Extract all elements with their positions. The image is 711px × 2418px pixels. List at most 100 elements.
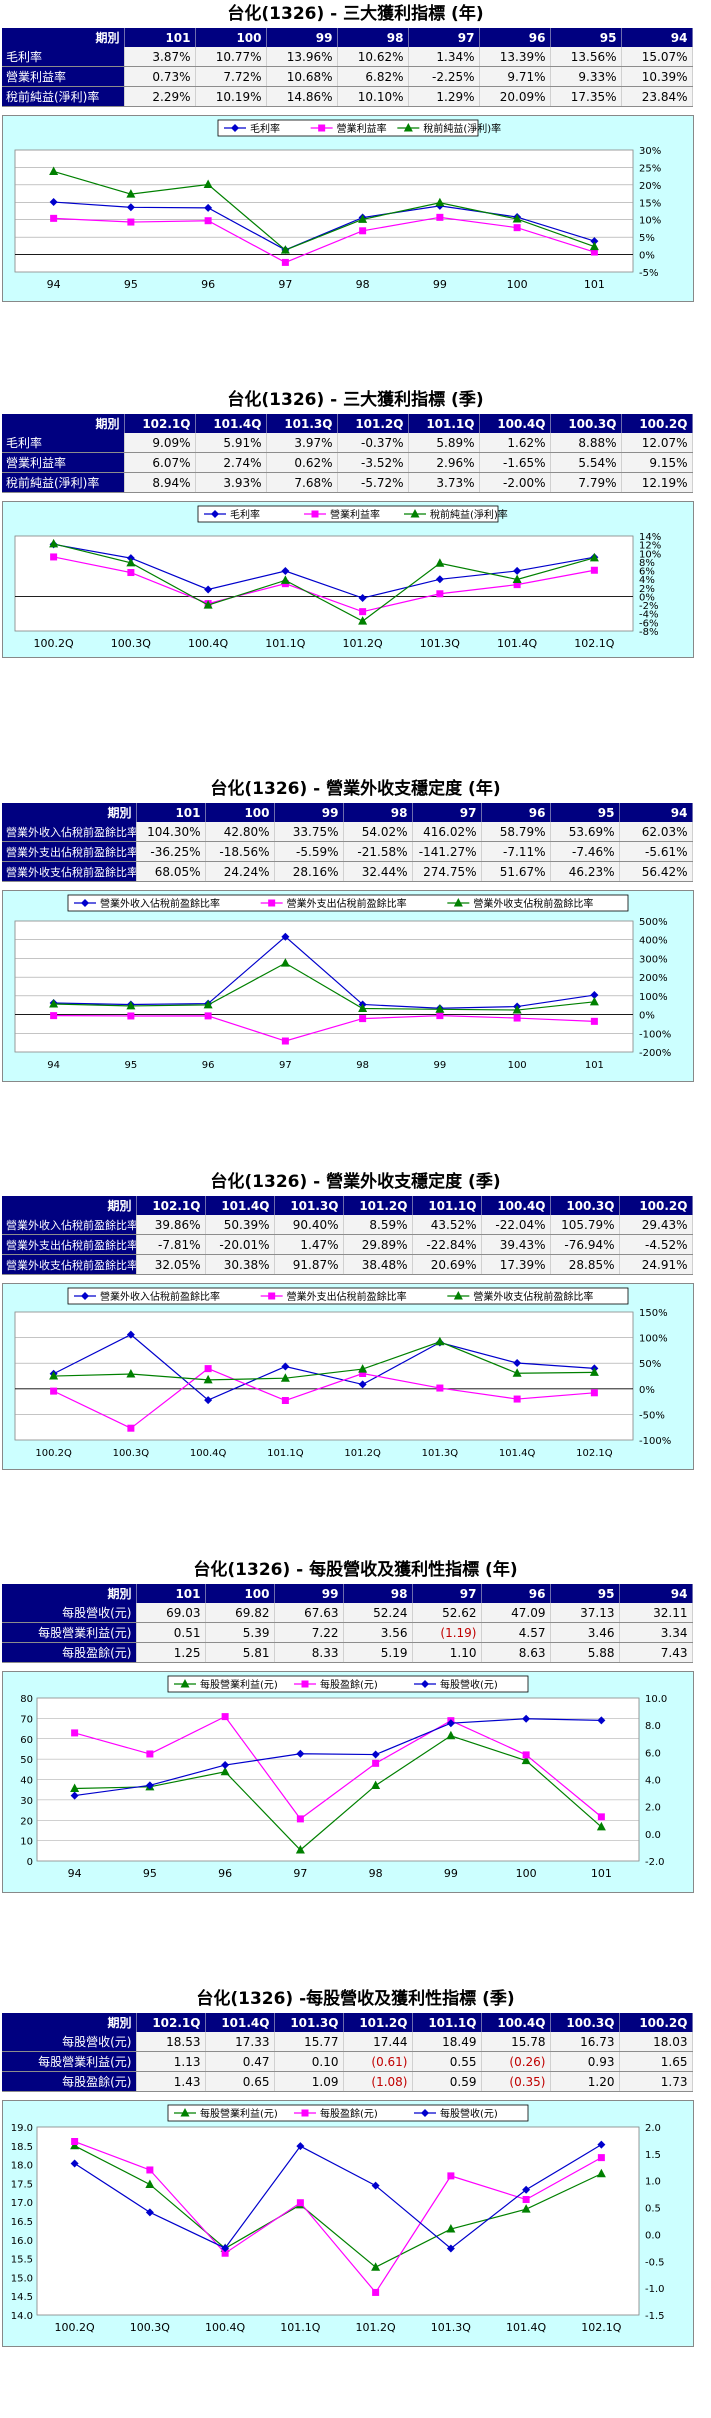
data-point [49, 1371, 59, 1380]
data-point [435, 1336, 445, 1346]
series-line [53, 216, 595, 264]
data-table: 期別 101 100 99 98 97 96 95 94 每股營收(元) 69.03 69.82 67.… [2, 1584, 693, 1663]
x-axis-tick-label: 96 [201, 278, 215, 291]
row-label: 每股盈餘(元) [2, 1642, 137, 1663]
data-point [49, 166, 59, 175]
data-point [204, 585, 213, 594]
data-point [435, 558, 445, 567]
y-axis-tick-label: 500% [639, 917, 668, 928]
period-column-header: 101.2Q [337, 414, 409, 433]
legend-marker [318, 124, 326, 132]
data-point [512, 574, 522, 583]
right-axis-tick-label: 0.0 [645, 1830, 661, 1841]
y-axis-tick-label: 10% [639, 549, 661, 560]
row-label: 每股營收(元) [2, 2032, 137, 2052]
data-point [358, 1364, 368, 1373]
table-cell: 50.39% [205, 1215, 275, 1235]
x-axis-tick-label: 101.4Q [497, 637, 537, 650]
table-cell: 1.34% [408, 47, 480, 67]
data-point [513, 1359, 522, 1368]
table-cell: -7.46% [550, 841, 620, 862]
chart-legend: 營業外收入佔稅前盈餘比率 營業外支出佔稅前盈餘比率 營業外收支佔稅前盈餘比率 [67, 1287, 629, 1305]
period-column-header: 99 [274, 1584, 344, 1603]
table-row: 毛利率 3.87% 10.77% 13.96% 10.62% 1.34% 13.39% 13.… [2, 47, 693, 67]
data-point [358, 616, 368, 625]
data-point [436, 1012, 444, 1020]
legend-marker [403, 123, 413, 132]
table-row: 營業利益率 6.07% 2.74% 0.62% -3.52% 2.96% -1.65% 5.5… [2, 452, 693, 473]
series-line [53, 1015, 595, 1042]
period-column-header: 100.4Q [481, 1196, 551, 1215]
table-cell: (0.35) [481, 2071, 551, 2092]
data-point [521, 1755, 531, 1765]
section-title: 台化(1326) - 營業外收支穩定度 (年) [210, 779, 501, 799]
y-axis-tick-label: 100% [639, 1334, 668, 1345]
left-axis-tick-label: 30 [20, 1796, 33, 1807]
data-point [70, 1791, 79, 1800]
table-cell: 32.11 [619, 1603, 693, 1623]
table-cell: 0.93 [550, 2051, 620, 2072]
chart-svg: 每股營業利益(元) 每股盈餘(元) 每股營收(元) 14.0 14.5 15.0 15.5 1… [11, 2104, 665, 2334]
legend-box [167, 1675, 529, 1693]
data-point [513, 581, 521, 589]
data-point [70, 2140, 80, 2150]
data-point [590, 1017, 598, 1025]
data-point [126, 189, 136, 198]
x-axis-tick-label: 98 [356, 1060, 369, 1071]
line-chart: 毛利率 營業利益率 稅前純益(淨利)率 -5% 0% 5% 10% 15% 20% 25% 30% 9… [2, 115, 694, 302]
data-point [435, 1004, 445, 1013]
table-cell: 90.40% [274, 1215, 344, 1235]
table-row: 毛利率 9.09% 5.91% 3.97% -0.37% 5.89% 1.62% 8.88% 1… [2, 433, 693, 453]
row-label: 稅前純益(淨利)率 [2, 86, 125, 107]
table-row: 每股營業利益(元) 1.13 0.47 0.10 (0.61) 0.55 (0.26) 0.9… [2, 2051, 693, 2072]
data-point [204, 203, 213, 212]
data-point [203, 1374, 213, 1384]
section-title: 台化(1326) -每股營收及獲利性指標 (季) [196, 1989, 515, 2009]
data-point [512, 214, 522, 223]
section-title: 台化(1326) - 營業外收支穩定度 (季) [210, 1172, 501, 1192]
x-axis-tick-label: 100.2Q [34, 637, 74, 650]
table-cell: 0.62% [266, 452, 338, 473]
period-column-header: 101.2Q [343, 1196, 413, 1215]
data-point [295, 1844, 305, 1854]
y-axis-tick-label: -4% [639, 610, 658, 621]
right-axis-tick-label: 4.0 [645, 1776, 661, 1787]
period-column-header: 94 [619, 803, 693, 822]
table-cell: 0.73% [124, 66, 196, 87]
table-cell: 1.73 [619, 2071, 693, 2092]
data-point [221, 1761, 230, 1770]
period-column-header: 102.1Q [136, 2013, 206, 2032]
x-axis-tick-label: 95 [124, 278, 138, 291]
right-axis-tick-label: -0.5 [645, 2257, 665, 2268]
table-cell: 1.29% [408, 86, 480, 107]
line-chart: 營業外收入佔稅前盈餘比率 營業外支出佔稅前盈餘比率 營業外收支佔稅前盈餘比率 -200… [2, 890, 694, 1082]
period-column-header: 100 [195, 28, 267, 47]
table-cell: 46.23% [550, 861, 620, 882]
x-axis-tick-label: 100 [516, 1867, 537, 1880]
legend-label: 營業外支出佔稅前盈餘比率 [287, 1290, 407, 1303]
legend-marker [180, 1679, 190, 1688]
period-column-header: 101.2Q [343, 2013, 413, 2032]
line-chart: 毛利率 營業利益率 稅前純益(淨利)率 -8% -6% -4% -2% 0% 2% 4% 6% 8% 1… [2, 501, 694, 658]
table-cell: 1.43 [136, 2071, 206, 2092]
legend-marker [268, 1292, 276, 1300]
x-axis-tick-label: 101.2Q [344, 1448, 381, 1459]
table-cell: -7.81% [136, 1234, 206, 1255]
x-axis-tick-label: 100 [508, 1060, 527, 1071]
data-point [590, 248, 598, 256]
y-axis-tick-label: 0% [639, 1011, 655, 1022]
table-cell: 1.13 [136, 2051, 206, 2072]
table-row: 稅前純益(淨利)率 8.94% 3.93% 7.68% -5.72% 3.73% -2.00… [2, 472, 693, 493]
period-header: 期別 [2, 2013, 137, 2032]
data-point [296, 2199, 304, 2207]
table-cell: 9.15% [621, 452, 693, 473]
x-axis-tick-label: 96 [218, 1867, 232, 1880]
period-column-header: 102.1Q [136, 1196, 206, 1215]
table-cell: 15.77 [274, 2032, 344, 2052]
x-axis-tick-label: 101.1Q [267, 1448, 304, 1459]
table-cell: 6.07% [124, 452, 196, 473]
table-cell: 30.38% [205, 1254, 275, 1275]
section-5: 台化(1326) -每股營收及獲利性指標 (季) 期別 102.1Q 101.4Q 10… [0, 1985, 711, 2347]
left-axis-tick-label: 16.5 [11, 2217, 33, 2228]
series-line [74, 1715, 602, 1820]
